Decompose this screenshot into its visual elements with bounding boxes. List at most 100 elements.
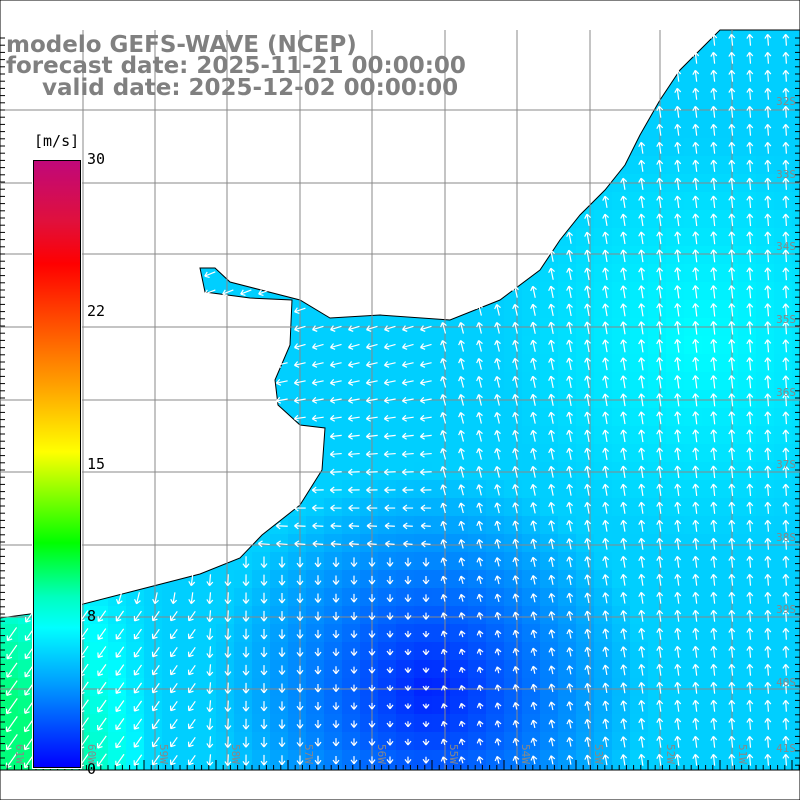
wind-arrow: [494, 447, 501, 460]
field-cell: [378, 462, 396, 480]
wind-arrow: [242, 610, 250, 622]
field-cell: [792, 678, 800, 696]
wind-arrow: [746, 375, 754, 389]
wind-arrow: [151, 610, 160, 622]
wind-arrow: [566, 701, 574, 711]
field-cell: [324, 624, 342, 642]
field-cell: [648, 336, 666, 354]
wind-arrow: [350, 738, 358, 747]
wind-arrow: [638, 664, 646, 676]
field-cell: [756, 300, 774, 318]
wind-arrow: [746, 699, 754, 712]
field-cell: [576, 390, 594, 408]
wind-arrow: [242, 628, 250, 640]
field-cell: [720, 282, 738, 300]
wind-arrow: [476, 502, 483, 514]
wind-arrow: [674, 483, 682, 496]
field-cell: [270, 660, 288, 678]
field-cell: [486, 624, 504, 642]
field-cell: [630, 390, 648, 408]
field-cell: [108, 624, 126, 642]
wind-arrow: [366, 504, 378, 512]
wind-arrow: [782, 195, 790, 208]
wind-arrow: [602, 267, 610, 281]
wind-arrow: [656, 303, 664, 317]
wind-arrow: [584, 610, 592, 622]
wind-arrow: [728, 753, 736, 766]
wind-arrow: [764, 357, 772, 371]
wind-arrow: [620, 718, 628, 730]
wind-arrow: [440, 738, 448, 746]
wind-arrow: [530, 538, 538, 550]
wind-arrow: [620, 555, 628, 568]
wind-arrow: [224, 664, 232, 676]
wind-arrow: [530, 520, 538, 532]
wind-arrow: [332, 684, 340, 693]
field-cell: [774, 480, 792, 498]
wind-arrow: [692, 105, 700, 118]
wind-arrow: [476, 684, 484, 692]
wind-arrow: [674, 519, 682, 532]
field-cell: [792, 300, 800, 318]
wind-arrow: [458, 357, 465, 370]
field-cell: [738, 732, 756, 750]
field-cell: [144, 588, 162, 606]
field-cell: [126, 732, 144, 750]
field-cell: [702, 372, 720, 390]
wind-arrow: [566, 231, 573, 244]
wind-arrow: [278, 683, 286, 693]
wind-arrow: [169, 664, 178, 676]
wind-arrow: [458, 411, 465, 424]
wind-arrow: [402, 325, 414, 332]
wind-arrow: [133, 664, 143, 676]
field-cell: [378, 642, 396, 660]
field-cell: [702, 642, 720, 660]
wind-arrow: [404, 557, 412, 567]
wind-arrow: [782, 375, 790, 389]
field-cell: [756, 372, 774, 390]
lat-label: 41S: [776, 742, 796, 755]
wind-arrow: [206, 664, 214, 677]
wind-arrow: [97, 646, 107, 659]
field-cell: [630, 300, 648, 318]
wind-arrow: [782, 699, 790, 712]
field-cell: [648, 390, 666, 408]
field-cell: [648, 354, 666, 372]
field-cell: [396, 732, 414, 750]
wind-vectors: [5, 33, 790, 769]
wind-arrow: [151, 700, 160, 712]
wind-arrow: [548, 556, 556, 568]
wind-arrow: [638, 321, 646, 335]
wind-arrow: [383, 432, 396, 440]
lat-label: 33S: [776, 168, 796, 181]
field-cell: [612, 192, 630, 210]
field-cell: [666, 354, 684, 372]
wind-arrow: [674, 627, 682, 640]
wind-arrow: [512, 557, 520, 567]
wind-arrow: [458, 465, 465, 478]
field-cell: [486, 642, 504, 660]
field-cell: [342, 732, 360, 750]
field-cell: [720, 534, 738, 552]
wind-arrow: [764, 717, 772, 730]
field-cell: [252, 732, 270, 750]
field-cell: [792, 84, 800, 102]
field-cell: [792, 498, 800, 516]
field-cell: [378, 588, 396, 606]
field-cell: [378, 408, 396, 426]
field-cell: [720, 30, 738, 48]
wind-arrow: [206, 646, 214, 659]
field-cell: [738, 30, 756, 48]
wind-arrow: [151, 664, 160, 676]
wind-arrow: [548, 321, 555, 334]
field-cell: [684, 336, 702, 354]
wind-arrow: [548, 357, 555, 370]
wind-arrow: [476, 429, 483, 442]
field-cell: [702, 228, 720, 246]
field-cell: [702, 138, 720, 156]
wind-arrow: [656, 573, 664, 586]
wind-arrow: [656, 591, 664, 604]
field-cell: [216, 624, 234, 642]
wind-arrow: [347, 414, 360, 422]
field-cell: [360, 570, 378, 588]
